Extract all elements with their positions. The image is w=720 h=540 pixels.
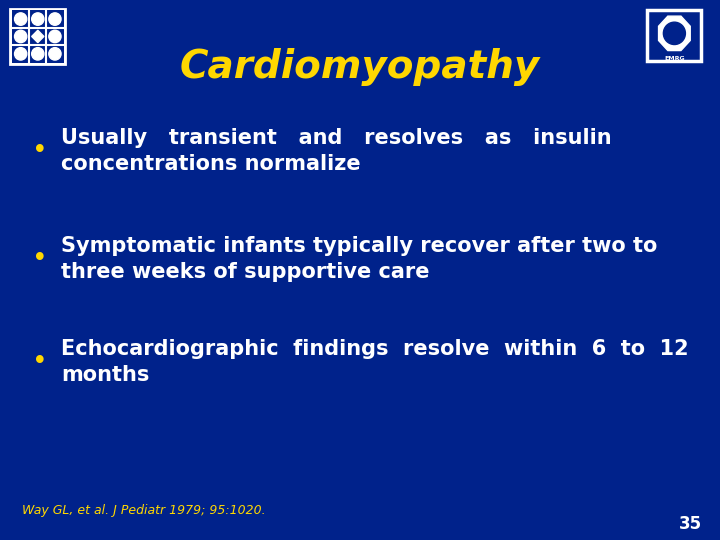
Circle shape: [663, 22, 685, 44]
Text: Way GL, et al. J Pediatr 1979; 95:1020.: Way GL, et al. J Pediatr 1979; 95:1020.: [22, 504, 265, 517]
Text: EMRG: EMRG: [664, 56, 685, 60]
Circle shape: [32, 48, 44, 60]
Text: Cardiomyopathy: Cardiomyopathy: [180, 49, 540, 86]
Polygon shape: [659, 16, 690, 51]
Circle shape: [49, 13, 61, 25]
Circle shape: [32, 13, 44, 25]
FancyBboxPatch shape: [10, 9, 66, 64]
Text: •: •: [32, 138, 48, 164]
Circle shape: [14, 13, 27, 25]
Text: Symptomatic infants typically recover after two to
three weeks of supportive car: Symptomatic infants typically recover af…: [61, 236, 657, 282]
Text: •: •: [32, 246, 48, 272]
Circle shape: [14, 48, 27, 60]
Circle shape: [49, 48, 61, 60]
Text: 35: 35: [679, 515, 702, 533]
Text: Usually   transient   and   resolves   as   insulin
concentrations normalize: Usually transient and resolves as insuli…: [61, 128, 612, 174]
Circle shape: [49, 30, 61, 43]
Text: Echocardiographic  findings  resolve  within  6  to  12
months: Echocardiographic findings resolve withi…: [61, 339, 689, 385]
Circle shape: [14, 30, 27, 43]
Text: •: •: [32, 349, 48, 375]
Polygon shape: [32, 30, 44, 43]
FancyBboxPatch shape: [12, 10, 63, 63]
